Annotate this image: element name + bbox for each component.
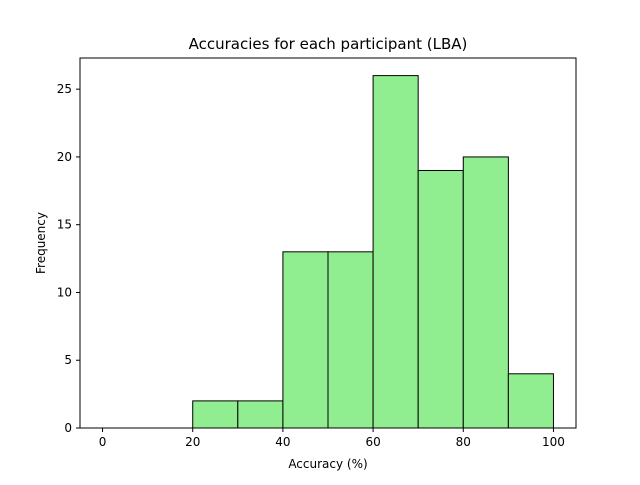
histogram-bar (372, 75, 419, 429)
x-tick-label: 80 (456, 435, 471, 449)
x-tick-label: 100 (542, 435, 565, 449)
histogram-bar (237, 400, 284, 429)
plot-frame (79, 57, 577, 429)
y-tick-label: 20 (57, 150, 72, 164)
x-tick-label: 60 (365, 435, 380, 449)
x-tick-label: 0 (99, 435, 107, 449)
y-axis-label: Frequency (34, 212, 48, 274)
histogram-bar (327, 251, 374, 429)
x-axis-label: Accuracy (%) (288, 457, 367, 471)
chart-title: Accuracies for each participant (LBA) (189, 35, 468, 53)
x-tick-label: 40 (275, 435, 290, 449)
histogram-bar (462, 156, 509, 429)
bars-group (192, 75, 554, 429)
histogram-bar (417, 169, 464, 429)
x-tick-label: 20 (185, 435, 200, 449)
y-axis-ticks: 0 5 10 15 20 25 (57, 82, 80, 435)
histogram-bar (192, 400, 239, 429)
y-tick-label: 0 (64, 421, 72, 435)
histogram-bar (282, 251, 329, 429)
y-tick-label: 10 (57, 285, 72, 299)
y-tick-label: 5 (64, 353, 72, 367)
histogram-bar (507, 373, 554, 429)
y-tick-label: 15 (57, 218, 72, 232)
x-axis-ticks: 0 20 40 60 80 100 (99, 428, 565, 449)
y-tick-label: 25 (57, 82, 72, 96)
